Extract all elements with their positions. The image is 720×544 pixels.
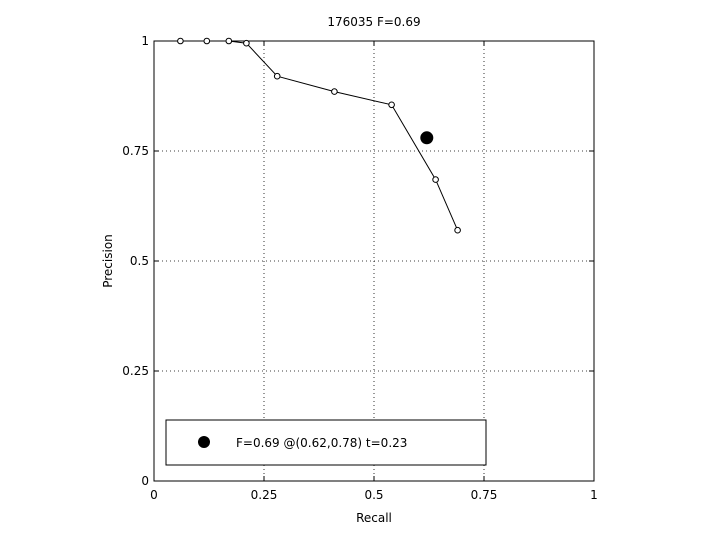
y-axis-label: Precision [101, 234, 115, 288]
legend-box [165, 419, 487, 466]
data-point [177, 37, 184, 45]
legend-marker [198, 436, 210, 448]
x-tick-label: 1 [590, 488, 598, 502]
x-tick-label: 0.5 [364, 488, 383, 502]
y-tick-label: 0 [141, 474, 149, 488]
legend-label: F=0.69 @(0.62,0.78) t=0.23 [236, 436, 407, 450]
legend: F=0.69 @(0.62,0.78) t=0.23 [165, 419, 487, 466]
y-tick-label: 0.75 [122, 144, 149, 158]
x-tick-label: 0.75 [471, 488, 498, 502]
y-tick-label: 0.25 [122, 364, 149, 378]
y-tick-label: 0.5 [130, 254, 149, 268]
grid-lines [154, 41, 594, 481]
data-point [432, 176, 439, 183]
data-point [388, 101, 395, 109]
data-point [454, 226, 461, 234]
chart-title: 176035 F=0.69 [327, 15, 420, 29]
x-axis-label: Recall [356, 511, 392, 525]
series-group [177, 37, 461, 234]
data-point [331, 88, 338, 95]
x-tick-label: 0 [150, 488, 158, 502]
data-point [225, 37, 233, 45]
best-f-point [420, 131, 434, 145]
data-point [243, 39, 250, 47]
data-point [273, 72, 281, 80]
y-tick-label: 1 [141, 34, 149, 48]
axis-ticks: 0 0.25 0.5 0.75 1 0 0.25 0.5 0.75 1 [122, 34, 598, 502]
x-tick-label: 0.25 [251, 488, 278, 502]
data-point [203, 37, 211, 45]
